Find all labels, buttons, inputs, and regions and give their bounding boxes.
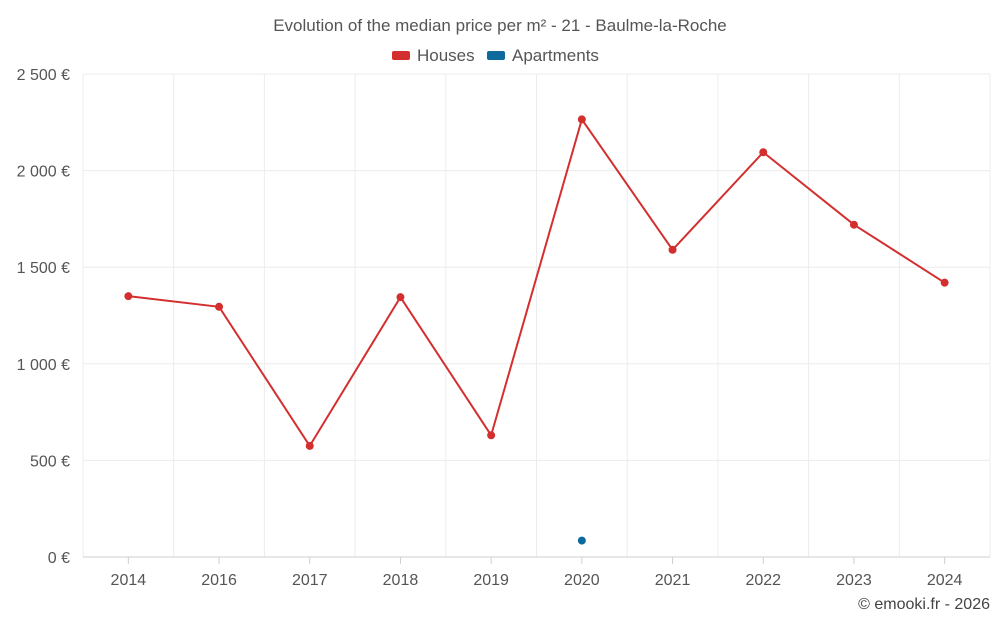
x-tick-label: 2019 xyxy=(473,572,509,589)
y-tick-label: 2 000 € xyxy=(17,164,70,181)
grid xyxy=(82,73,991,558)
chart-title: Evolution of the median price per m² - 2… xyxy=(273,16,727,35)
data-point-houses[interactable] xyxy=(940,278,949,287)
y-tick-label: 0 € xyxy=(48,550,70,567)
data-point-houses[interactable] xyxy=(396,293,405,302)
series-line-houses xyxy=(128,118,946,447)
series xyxy=(124,115,949,545)
x-tick-label: 2022 xyxy=(745,572,781,589)
x-tick-label: 2024 xyxy=(927,572,963,589)
x-tick-label: 2016 xyxy=(201,572,237,589)
data-point-houses[interactable] xyxy=(668,245,677,254)
data-point-houses[interactable] xyxy=(215,302,224,311)
x-tick-label: 2020 xyxy=(564,572,600,589)
data-point-houses[interactable] xyxy=(124,292,133,301)
x-tick-label: 2021 xyxy=(655,572,691,589)
x-tick-label: 2014 xyxy=(111,572,147,589)
y-tick-label: 2 500 € xyxy=(17,67,70,84)
x-tick-label: 2018 xyxy=(383,572,419,589)
series-apartments xyxy=(577,536,586,545)
data-point-houses[interactable] xyxy=(487,431,496,440)
legend-item-apartments[interactable]: Apartments xyxy=(487,46,599,65)
y-tick-label: 1 000 € xyxy=(17,357,70,374)
y-tick-label: 500 € xyxy=(30,453,70,470)
data-point-apartments[interactable] xyxy=(577,536,586,545)
x-tick-label: 2017 xyxy=(292,572,328,589)
legend-swatch-houses xyxy=(392,51,410,60)
y-tick-label: 1 500 € xyxy=(17,260,70,277)
legend-item-houses[interactable]: Houses xyxy=(392,46,475,65)
legend-label-houses: Houses xyxy=(417,46,475,65)
legend-swatch-apartments xyxy=(487,51,505,60)
data-point-houses[interactable] xyxy=(759,148,768,157)
data-point-houses[interactable] xyxy=(305,441,314,450)
data-point-houses[interactable] xyxy=(849,220,858,229)
data-point-houses[interactable] xyxy=(577,115,586,124)
legend-label-apartments: Apartments xyxy=(512,46,599,65)
credit-text: © emooki.fr - 2026 xyxy=(858,596,990,613)
y-axis: 0 € 500 € 1 000 € 1 500 € 2 000 € 2 500 € xyxy=(17,67,70,567)
x-tick-label: 2023 xyxy=(836,572,872,589)
series-houses xyxy=(124,115,949,450)
x-axis: 2014 2016 2017 2018 2019 2020 2021 2022 2023 2024 xyxy=(83,556,990,589)
legend: Houses Apartments xyxy=(392,46,599,65)
